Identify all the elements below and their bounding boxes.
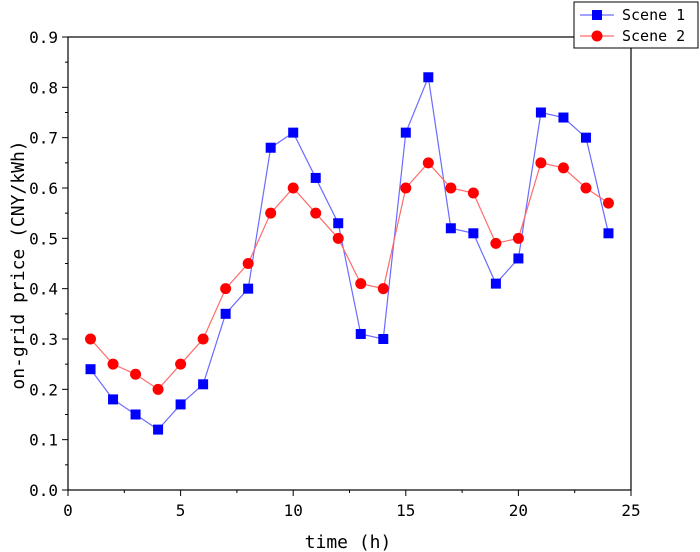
x-tick-label: 0 <box>63 501 73 520</box>
legend-marker-scene-1 <box>592 10 602 20</box>
scene-1-point <box>558 112 569 123</box>
scene-2-point <box>85 333 97 345</box>
scene-2-point <box>422 157 434 169</box>
scene-2-point <box>377 283 389 295</box>
x-tick-label: 25 <box>621 501 640 520</box>
scene-1-point <box>85 364 96 375</box>
scene-2-point <box>490 237 502 249</box>
scene-2-point <box>355 278 367 290</box>
scene-1-point <box>445 223 456 234</box>
scene-2-point <box>287 182 299 194</box>
scene-2-point <box>220 283 232 295</box>
y-tick-label: 0.5 <box>29 229 58 248</box>
scene-1-point <box>468 228 479 239</box>
scene-2-point <box>130 368 142 380</box>
scene-2-point <box>602 197 614 209</box>
scene-1-point <box>355 328 366 339</box>
legend-label-scene-1: Scene 1 <box>622 6 685 24</box>
y-tick-label: 0.3 <box>29 330 58 349</box>
scene-2-point <box>175 358 187 370</box>
scene-1-point <box>490 278 501 289</box>
y-tick-label: 0.9 <box>29 28 58 47</box>
y-tick-label: 0.6 <box>29 179 58 198</box>
x-axis-label: time (h) <box>305 532 392 552</box>
scene-2-point <box>152 383 164 395</box>
scene-2-point <box>445 182 457 194</box>
legend-label-scene-2: Scene 2 <box>622 27 685 45</box>
series-markers <box>85 72 614 435</box>
series-lines <box>90 75 610 431</box>
scene-2-point <box>242 258 254 269</box>
scene-2-line <box>90 161 609 391</box>
x-tick-label: 20 <box>509 501 528 520</box>
scene-1-point <box>243 283 254 294</box>
x-tick-label: 10 <box>284 501 303 520</box>
scene-1-point <box>513 253 524 264</box>
y-tick-label: 0.1 <box>29 431 58 450</box>
scene-1-point <box>220 308 231 319</box>
scene-2-point <box>332 232 344 244</box>
scene-1-point <box>400 127 411 138</box>
scene-2-point <box>467 187 479 199</box>
scene-1-point <box>333 218 344 229</box>
scene-1-point <box>423 72 434 83</box>
scene-1-point <box>378 334 389 344</box>
scene-2-point <box>580 182 592 194</box>
x-tick-label: 5 <box>176 501 186 520</box>
plot-frame <box>67 36 632 491</box>
scene-2-point <box>310 207 322 219</box>
scene-2-point <box>107 358 119 370</box>
scene-1-point <box>535 107 546 118</box>
y-tick-label: 0.7 <box>29 129 58 148</box>
scene-1-point <box>108 394 119 405</box>
scene-1-point <box>265 142 276 153</box>
legend: Scene 1 Scene 2 <box>573 1 699 49</box>
scene-2-point <box>265 207 277 219</box>
y-axis-label: on-grid price (CNY/kWh) <box>8 140 29 389</box>
legend-marker-scene-2 <box>591 30 603 42</box>
axes: 0 5 10 15 20 25 0.0 0.1 0.2 0.3 0.4 0.5 0.6 0.7 0.8 0.9 <box>29 28 641 520</box>
y-tick-label: 0.0 <box>29 481 58 500</box>
y-tick-label: 0.8 <box>29 78 58 97</box>
scene-1-point <box>288 127 299 138</box>
scene-1-point <box>580 132 591 143</box>
x-tick-label: 15 <box>396 501 415 520</box>
scene-1-point <box>175 399 186 410</box>
scene-2-point <box>512 232 524 244</box>
scene-2-point <box>197 333 209 345</box>
scene-1-line <box>90 75 610 431</box>
scene-1-point <box>153 424 164 435</box>
scene-1-point <box>130 409 141 420</box>
scene-2-point <box>557 162 569 174</box>
y-tick-label: 0.2 <box>29 380 58 399</box>
scene-2-point <box>535 157 547 169</box>
y-tick-label: 0.4 <box>29 280 58 299</box>
scene-1-point <box>603 228 614 239</box>
scene-2-point <box>400 182 412 194</box>
scene-1-point <box>198 379 209 390</box>
scene-1-point <box>310 172 321 183</box>
